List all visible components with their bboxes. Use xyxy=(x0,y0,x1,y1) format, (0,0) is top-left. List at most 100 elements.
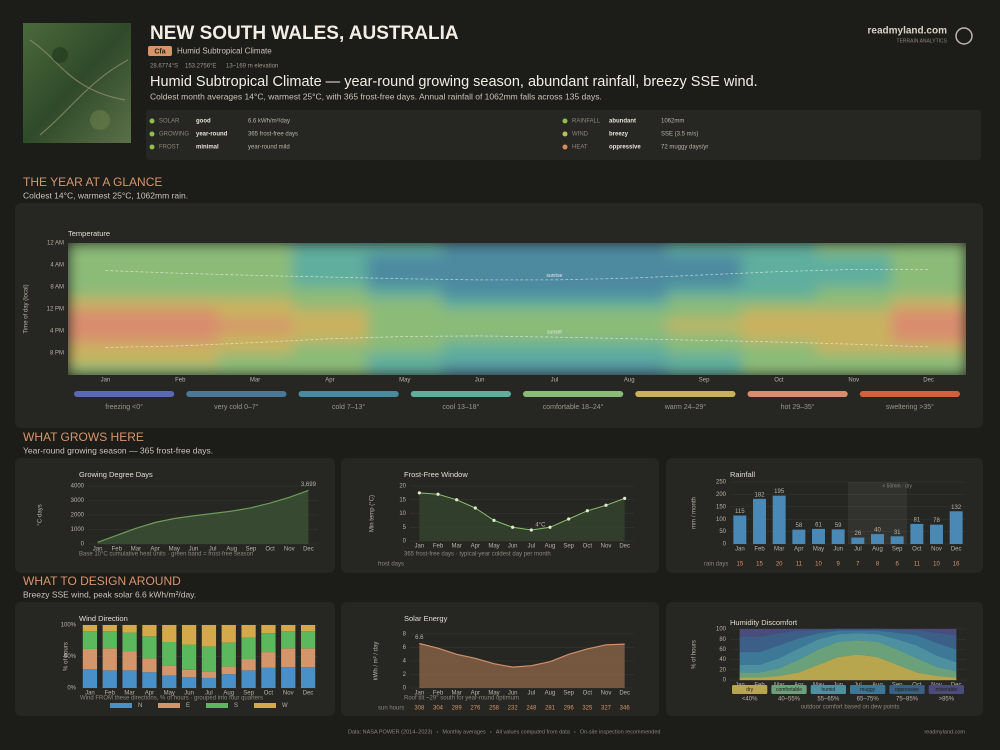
y-axis-label: °C·days xyxy=(38,504,44,525)
value-label: 3,699 xyxy=(301,482,317,488)
heatmap-cell xyxy=(591,254,668,266)
heatmap-cell xyxy=(891,265,966,277)
indicator-rating: oppressive xyxy=(609,145,641,151)
point xyxy=(548,525,552,529)
legend-range: <40% xyxy=(742,697,758,703)
y-tick-label: 100 xyxy=(716,517,727,523)
heatmap-cell xyxy=(891,342,966,354)
heatmap-cell xyxy=(666,298,743,310)
legend-swatch xyxy=(206,703,228,708)
thumbnail xyxy=(23,23,131,143)
x-tick-label: Sep xyxy=(563,691,574,697)
chart-title: Solar Energy xyxy=(404,614,448,623)
x-tick-label: Dec xyxy=(303,547,314,553)
legend-label: E xyxy=(186,703,190,709)
badge xyxy=(148,46,172,56)
x-tick-label: Aug xyxy=(872,547,883,553)
footer-item: All values computed from data xyxy=(496,729,571,735)
point xyxy=(492,518,496,522)
brand-sub: TERRAIN ANALYTICS xyxy=(897,38,948,44)
heatmap-cell xyxy=(292,298,368,310)
y-tick-label: 150 xyxy=(716,504,727,510)
heatmap-cell xyxy=(741,353,817,365)
y-tick-label: 5 xyxy=(403,525,407,531)
sunset-label: sunset xyxy=(547,329,562,335)
bar-segment xyxy=(122,625,137,633)
y-tick-label: 250 xyxy=(716,480,727,486)
legend-range: 75–85% xyxy=(896,697,919,703)
page-title: NEW SOUTH WALES, AUSTRALIA xyxy=(150,23,459,44)
legend-swatch xyxy=(254,703,276,708)
heatmap-cell xyxy=(217,331,294,343)
heatmap-cell xyxy=(816,265,892,277)
chart-title: Humidity Discomfort xyxy=(730,618,798,627)
bar-segment xyxy=(82,669,98,688)
heatmap-cell xyxy=(741,342,817,354)
brand: readmyland.com xyxy=(868,26,948,37)
heatmap-cell xyxy=(816,342,892,354)
bar-segment xyxy=(162,665,177,676)
heatmap-cells xyxy=(68,243,966,375)
heatmap-cell xyxy=(517,298,593,310)
y-axis-label: Min temp (°C) xyxy=(370,495,376,532)
value-label: 6.6 xyxy=(415,635,424,641)
indicator-dot xyxy=(562,131,568,137)
heatmap-cell xyxy=(68,320,144,332)
x-tick-label: Apr xyxy=(150,547,159,553)
x-tick-label: Dec xyxy=(923,378,934,384)
x-tick-label: Feb xyxy=(433,691,444,697)
indicator-label: GROWING xyxy=(159,132,189,138)
y-tick-label: 60 xyxy=(719,647,726,653)
row-value: 15 xyxy=(736,562,743,568)
legend-label: S xyxy=(234,703,238,709)
heatmap-cell xyxy=(591,342,668,354)
panel xyxy=(666,458,983,573)
y-tick-label: 100% xyxy=(61,623,77,629)
point xyxy=(473,506,477,510)
heatmap-cell xyxy=(367,254,443,266)
x-tick-label: Apr xyxy=(325,378,334,384)
heatmap-cell xyxy=(367,353,443,365)
caption: Base 10°C cumulative heat units · green … xyxy=(79,552,253,558)
y-tick-label: 2 xyxy=(403,672,407,678)
bar-segment xyxy=(261,667,276,688)
row-value: 8 xyxy=(876,562,880,568)
heatmap-cell xyxy=(666,309,743,321)
heatmap-cell xyxy=(816,364,892,375)
heatmap-cell xyxy=(68,276,144,288)
x-tick-label: Oct xyxy=(264,691,274,697)
y-tick-label: 8 xyxy=(403,632,407,638)
value-label: 26 xyxy=(854,531,861,537)
x-tick-label: Sep xyxy=(243,691,254,697)
row-value: 20 xyxy=(776,562,783,568)
heatmap-cell xyxy=(442,353,518,365)
heatmap-cell xyxy=(517,243,593,255)
bar-segment xyxy=(201,677,217,688)
heatmap-cell xyxy=(68,287,144,299)
heatmap-cell xyxy=(816,276,892,288)
heatmap-cell xyxy=(142,298,219,310)
heatmap-cell xyxy=(741,331,817,343)
point xyxy=(604,503,608,507)
bar-segment xyxy=(261,652,276,668)
row-value: 296 xyxy=(564,706,575,712)
indicator-dot xyxy=(562,144,568,150)
x-tick-label: Jan xyxy=(101,378,111,384)
bar-segment xyxy=(102,631,117,649)
legend-range: 55–65% xyxy=(817,697,840,703)
heatmap-cell xyxy=(217,309,294,321)
footer-item: Monthly averages xyxy=(442,729,486,735)
indicator-rating: minimal xyxy=(196,145,219,151)
x-tick-label: Nov xyxy=(848,378,859,384)
section-subtitle: Year-round growing season — 365 frost-fr… xyxy=(23,445,213,455)
heatmap-cell xyxy=(816,309,892,321)
heatmap-cell xyxy=(816,254,892,266)
indicator-dot xyxy=(562,118,568,124)
heatmap-cell xyxy=(68,331,144,343)
bar-segment xyxy=(300,667,316,688)
point xyxy=(455,498,459,502)
bar-segment xyxy=(300,648,316,668)
chart-title: Frost-Free Window xyxy=(404,470,468,479)
chart-title: Temperature xyxy=(68,229,110,238)
bar-segment xyxy=(261,633,276,653)
